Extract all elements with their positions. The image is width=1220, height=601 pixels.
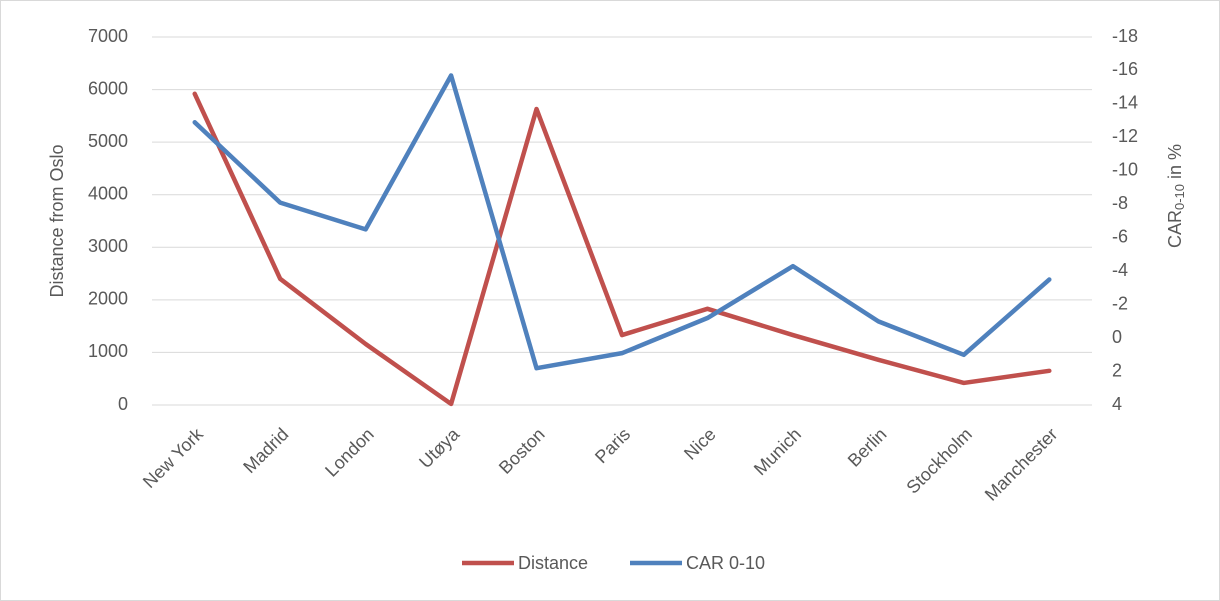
y2-tick-label: 4 <box>1112 394 1122 414</box>
y2-tick-label: -18 <box>1112 26 1138 46</box>
y-tick-label: 0 <box>118 394 128 414</box>
y2-tick-label: -6 <box>1112 226 1128 246</box>
y2-label-main: CAR <box>1165 210 1185 248</box>
y2-tick-label: -4 <box>1112 260 1128 280</box>
y2-tick-label: 2 <box>1112 360 1122 380</box>
series-line <box>192 91 1052 407</box>
y2-label-rest: in % <box>1165 144 1185 184</box>
y2-tick-label: 0 <box>1112 327 1122 347</box>
legend-label: CAR 0-10 <box>686 553 765 573</box>
y2-axis-label: CAR0-10 in % <box>1165 144 1188 248</box>
y-tick-label: 2000 <box>88 289 128 309</box>
y2-tick-label: -14 <box>1112 93 1138 113</box>
y2-tick-label: -2 <box>1112 293 1128 313</box>
y-tick-label: 3000 <box>88 236 128 256</box>
y-axis-label: Distance from Oslo <box>47 144 67 297</box>
y2-label-sub: 0-10 <box>1172 184 1187 210</box>
y-tick-label: 1000 <box>88 341 128 361</box>
y2-tick-label: -10 <box>1112 160 1138 180</box>
series-line <box>192 73 1052 371</box>
y2-tick-label: -8 <box>1112 193 1128 213</box>
y-tick-label: 5000 <box>88 131 128 151</box>
y2-tick-label: -16 <box>1112 59 1138 79</box>
y-tick-label: 7000 <box>88 26 128 46</box>
y2-tick-label: -12 <box>1112 126 1138 146</box>
legend-label: Distance <box>518 553 588 573</box>
y-tick-label: 4000 <box>88 183 128 203</box>
y-tick-label: 6000 <box>88 78 128 98</box>
